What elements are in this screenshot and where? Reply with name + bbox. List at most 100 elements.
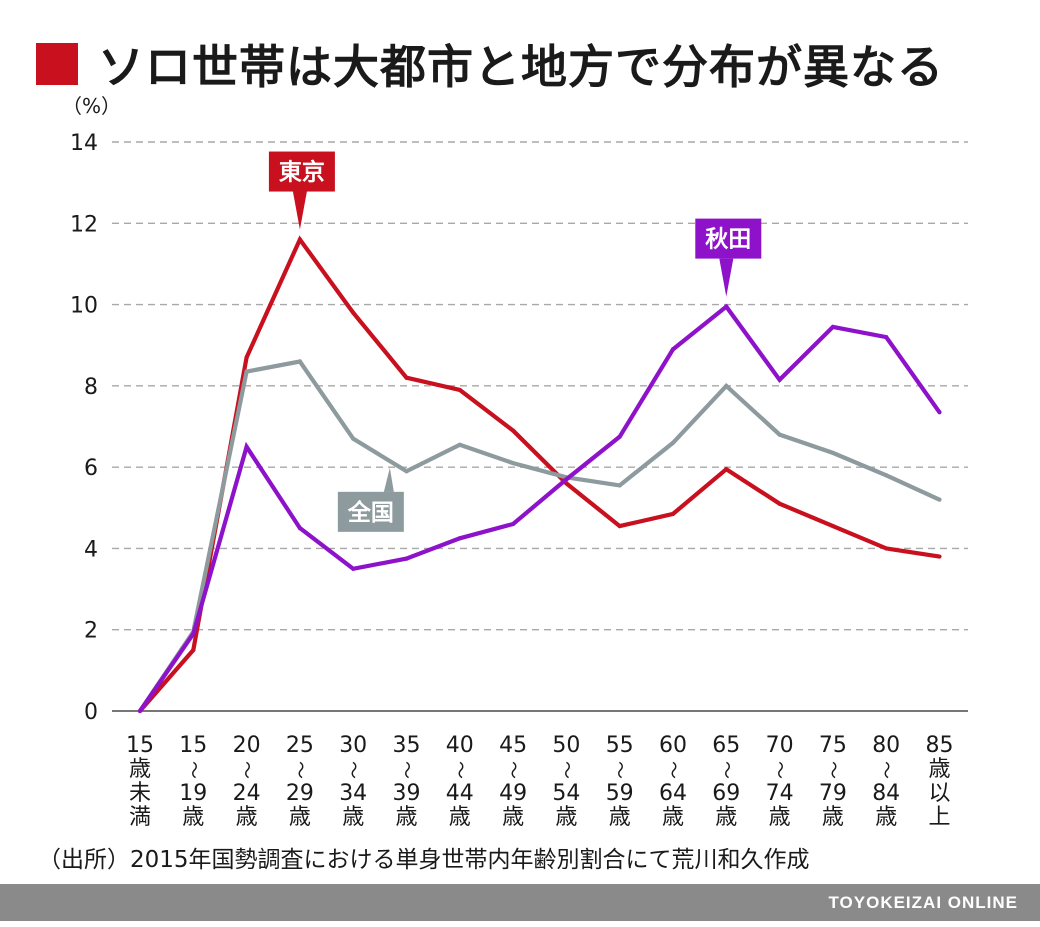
data-point-tokyo (457, 387, 462, 393)
x-tick-label: 45 (499, 733, 527, 758)
series-line-tokyo (138, 235, 940, 713)
series-label-text: 全国 (347, 499, 394, 526)
data-point-zenkoku (244, 369, 249, 374)
series-label-tokyo: 東京 (268, 151, 335, 230)
x-tick-label: 歳 (502, 805, 524, 830)
data-point-tokyo (510, 428, 516, 433)
x-tick-label: 25 (286, 733, 314, 758)
x-tick-label: 59 (606, 781, 634, 806)
x-tick-label: 〜 (715, 761, 736, 779)
series-label-pointer (292, 191, 307, 230)
x-tick-label: 〜 (502, 761, 523, 779)
x-tick-label: 64 (659, 781, 687, 806)
series-label-box (268, 151, 335, 192)
y-tick-label: 8 (84, 375, 98, 400)
x-tick-label: 44 (446, 781, 474, 806)
series-label-text: 東京 (279, 159, 325, 186)
data-point-tokyo (191, 647, 196, 653)
x-tick-label: 満 (129, 805, 151, 830)
x-tick-label: 歳 (609, 805, 631, 830)
x-tick-label: 35 (393, 733, 421, 758)
x-tick-label: 15 (126, 733, 154, 758)
data-point-akita (564, 477, 569, 482)
x-tick-label: 〜 (396, 761, 417, 779)
data-point-akita (191, 631, 196, 636)
data-point-akita (457, 536, 462, 541)
data-point-akita (510, 521, 516, 527)
x-tick-label: 歳 (182, 805, 204, 830)
data-point-tokyo (937, 554, 942, 559)
x-tick-label: 70 (766, 733, 794, 758)
series-line-akita (138, 303, 942, 713)
x-tick-label: 〜 (875, 761, 896, 779)
x-tick-label: 歳 (395, 805, 417, 830)
series-label-box (695, 218, 762, 259)
x-tick-label: 15 (179, 733, 207, 758)
y-tick-label: 14 (70, 131, 98, 156)
data-point-akita (937, 410, 942, 415)
x-tick-label: 30 (339, 733, 367, 758)
x-tick-label: 84 (872, 781, 900, 806)
x-tick-label: 19 (179, 781, 207, 806)
data-point-tokyo (244, 355, 249, 360)
y-tick-label: 12 (70, 212, 98, 237)
data-point-akita (777, 377, 782, 382)
data-point-akita (670, 347, 676, 352)
x-tick-label: 歳 (769, 805, 791, 830)
x-tick-label: 39 (393, 781, 421, 806)
x-tick-label: 〜 (236, 761, 257, 779)
x-tick-label: 54 (552, 781, 580, 806)
data-point-akita (884, 334, 889, 340)
y-tick-label: 6 (84, 456, 98, 481)
series-label-akita: 秋田 (695, 218, 762, 297)
data-point-zenkoku (457, 442, 462, 447)
x-tick-label: 歳 (555, 805, 577, 830)
x-tick-label: 85 (926, 733, 954, 758)
data-point-tokyo (617, 523, 622, 529)
x-tick-label: 〜 (342, 761, 363, 779)
y-axis-unit-label: （%） (62, 94, 121, 118)
data-point-tokyo (670, 511, 676, 516)
series-line-zenkoku (138, 359, 941, 713)
x-tick-label: 60 (659, 733, 687, 758)
data-point-akita (724, 304, 729, 309)
source-note: （出所）2015年国勢調査における単身世帯内年齢別割合にて荒川和久作成 (38, 847, 810, 873)
x-tick-label: 歳 (928, 757, 950, 782)
data-point-zenkoku (724, 383, 729, 388)
x-tick-label: 歳 (449, 805, 471, 830)
x-tick-label: 29 (286, 781, 314, 806)
data-point-akita (297, 526, 302, 531)
data-point-tokyo (777, 501, 782, 506)
x-tick-label: 歳 (715, 805, 737, 830)
x-tick-label: 55 (606, 733, 634, 758)
title-row: ソロ世帯は大都市と地方で分布が異なる (36, 24, 944, 104)
x-tick-label: 〜 (182, 761, 203, 779)
x-tick-label: 〜 (662, 761, 683, 779)
data-point-tokyo (297, 237, 302, 242)
x-tick-label: 歳 (662, 805, 684, 830)
series-label-box (337, 491, 404, 532)
y-tick-label: 2 (84, 619, 98, 644)
x-tick-label: 歳 (129, 757, 151, 782)
chart-title: ソロ世帯は大都市と地方で分布が異なる (98, 40, 944, 94)
x-tick-label: 49 (499, 781, 527, 806)
x-tick-label: 24 (233, 781, 261, 806)
x-axis: 15歳未満15〜19歳20〜24歳25〜29歳30〜34歳35〜39歳40〜44… (112, 710, 968, 830)
data-point-zenkoku (670, 440, 676, 445)
x-tick-label: 65 (712, 733, 740, 758)
y-tick-label: 0 (84, 700, 98, 725)
x-tick-label: 34 (339, 781, 367, 806)
x-tick-label: 以 (928, 781, 950, 806)
grid-layer (112, 141, 968, 631)
data-point-akita (351, 566, 356, 571)
x-tick-label: 〜 (289, 761, 310, 779)
x-tick-label: 69 (712, 781, 740, 806)
x-tick-label: 〜 (769, 761, 790, 779)
data-point-tokyo (351, 310, 356, 315)
y-tick-label: 10 (70, 294, 98, 319)
data-point-akita (404, 556, 409, 561)
series-label-pointer (719, 258, 734, 297)
x-tick-label: 未 (129, 781, 151, 806)
